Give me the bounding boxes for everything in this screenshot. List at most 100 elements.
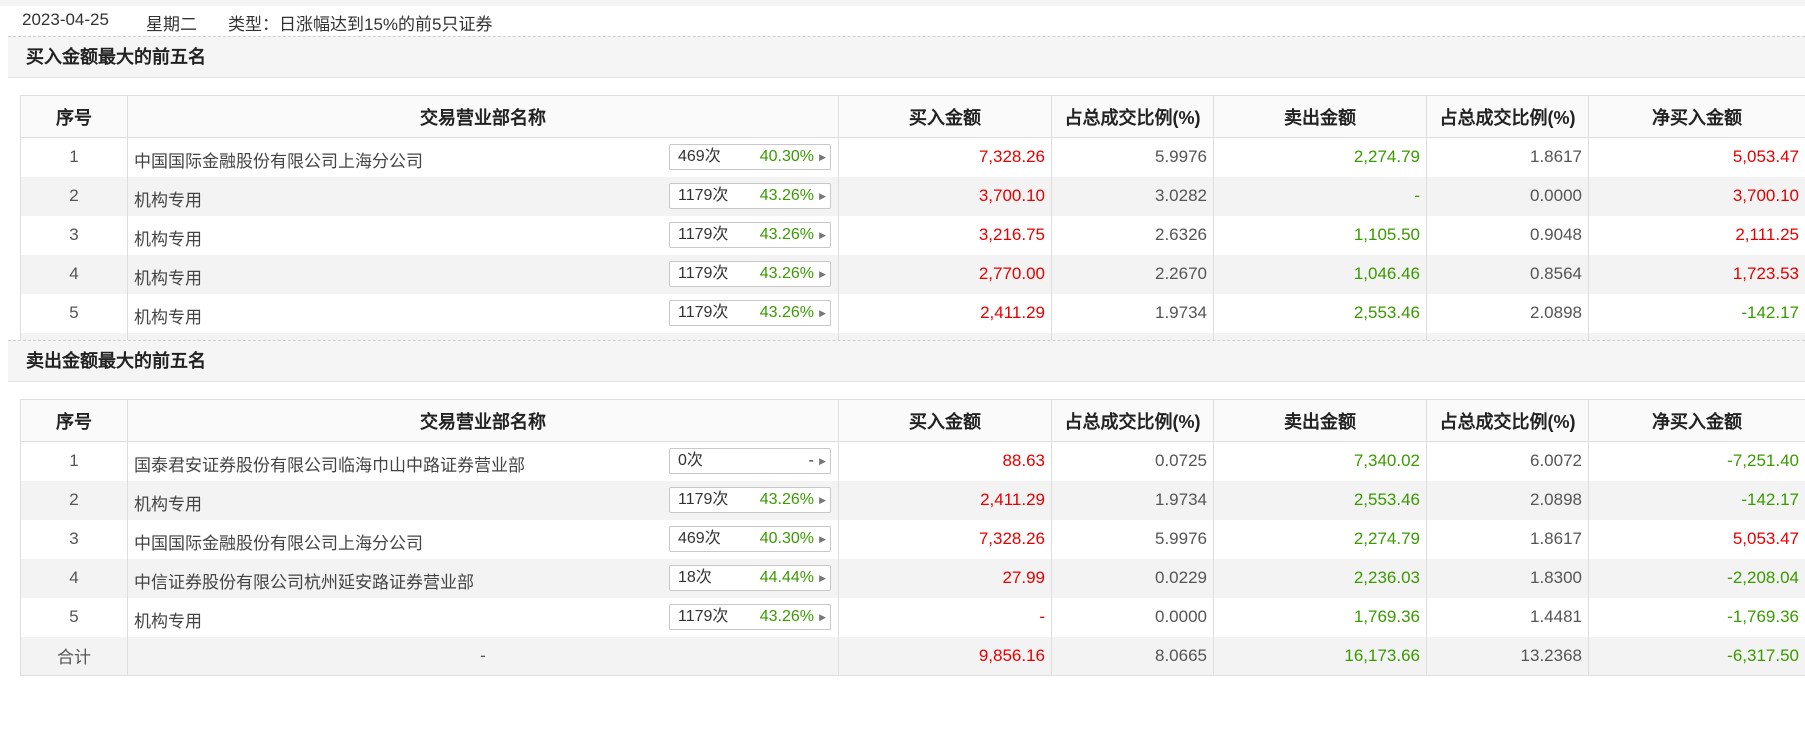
- net-buy-amount: -2,208.04: [1588, 558, 1805, 598]
- row-index: 2: [20, 480, 128, 520]
- buy-ratio: 5.9976: [1051, 137, 1214, 177]
- row-index: 5: [20, 597, 128, 637]
- sell-ratio: 0.9048: [1426, 215, 1589, 255]
- branch-cell: 机构专用 1179次 43.26% ▶: [127, 215, 839, 255]
- branch-stats-badge[interactable]: 469次 40.30% ▶: [669, 525, 831, 552]
- win-rate: 43.26%: [759, 303, 814, 321]
- branch-stats-badge[interactable]: 1179次 43.26% ▶: [669, 603, 831, 630]
- table-header-row: 序号 交易营业部名称 买入金额 占总成交比例(%) 卖出金额 占总成交比例(%) 净买入金额: [20, 399, 1805, 442]
- total-buy-amount: 9,856.16: [838, 636, 1052, 676]
- row-index: 3: [20, 215, 128, 255]
- caret-right-icon: ▶: [819, 611, 826, 622]
- sell-ratio: 2.0898: [1426, 480, 1589, 520]
- table-row: 4 机构专用 1179次 43.26% ▶ 2,770.00 2.2670 1,046.46 0…: [20, 254, 1805, 294]
- buy-amount: 27.99: [838, 558, 1052, 598]
- column-header: 占总成交比例(%): [1426, 399, 1589, 442]
- buy-ratio: 1.9734: [1051, 480, 1214, 520]
- branch-name-link[interactable]: 机构专用: [134, 229, 202, 249]
- branch-cell: 机构专用 1179次 43.26% ▶: [127, 293, 839, 333]
- sell-amount: 1,769.36: [1213, 597, 1427, 637]
- column-header: 交易营业部名称: [127, 95, 839, 138]
- sell-top5-table: 序号 交易营业部名称 买入金额 占总成交比例(%) 卖出金额 占总成交比例(%) 净买入金额…: [20, 399, 1805, 676]
- column-header: 占总成交比例(%): [1426, 95, 1589, 138]
- buy-section-title: 买入金额最大的前五名: [8, 36, 1805, 78]
- branch-stats-badge[interactable]: 0次 - ▶: [669, 448, 831, 474]
- total-row: 合计 -9,856.16 8.0665 16,173.66 13.2368 -6,317.…: [20, 636, 1805, 676]
- sell-ratio: 2.0898: [1426, 293, 1589, 333]
- win-rate: 43.26%: [759, 607, 814, 625]
- trade-count: 1179次: [678, 607, 729, 625]
- table-row: 4 中信证券股份有限公司杭州延安路证券营业部 18次 44.44% ▶ 27.99 0.02…: [20, 558, 1805, 598]
- sell-amount: 1,105.50: [1213, 215, 1427, 255]
- sell-amount: 2,236.03: [1213, 558, 1427, 598]
- column-header: 占总成交比例(%): [1051, 95, 1214, 138]
- net-buy-amount: -1,769.36: [1588, 597, 1805, 637]
- sell-ratio: 1.8300: [1426, 558, 1589, 598]
- buy-ratio: 2.2670: [1051, 254, 1214, 294]
- caret-right-icon: ▶: [819, 268, 826, 279]
- branch-name-link[interactable]: 机构专用: [134, 307, 202, 327]
- total-label: 合计: [20, 636, 128, 676]
- branch-stats-badge[interactable]: 1179次 43.26% ▶: [669, 182, 831, 209]
- weekday: 星期二: [146, 15, 197, 34]
- table-row: 5 机构专用 1179次 43.26% ▶ 2,411.29 1.9734 2,553.46 2…: [20, 293, 1805, 333]
- sell-ratio: 1.4481: [1426, 597, 1589, 637]
- caret-right-icon: ▶: [819, 307, 826, 318]
- branch-name-link[interactable]: 中信证券股份有限公司杭州延安路证券营业部: [134, 572, 474, 592]
- branch-name-link[interactable]: 中国国际金融股份有限公司上海分公司: [134, 533, 423, 553]
- table-row: 3 中国国际金融股份有限公司上海分公司 469次 40.30% ▶ 7,328.26 5.9…: [20, 519, 1805, 559]
- branch-cell: 中国国际金融股份有限公司上海分公司 469次 40.30% ▶: [127, 519, 839, 559]
- column-header: 占总成交比例(%): [1051, 399, 1214, 442]
- buy-ratio: 0.0000: [1051, 597, 1214, 637]
- branch-stats-badge[interactable]: 469次 40.30% ▶: [669, 144, 831, 170]
- caret-right-icon: ▶: [819, 572, 826, 583]
- branch-cell: 中国国际金融股份有限公司上海分公司 469次 40.30% ▶: [127, 137, 839, 177]
- branch-stats-badge[interactable]: 18次 44.44% ▶: [669, 564, 831, 591]
- trade-count: 1179次: [678, 303, 729, 321]
- sell-amount: 2,553.46: [1213, 293, 1427, 333]
- branch-name-link[interactable]: 机构专用: [134, 190, 202, 210]
- buy-ratio: 0.0725: [1051, 441, 1214, 481]
- buy-amount: 2,770.00: [838, 254, 1052, 294]
- net-buy-amount: -7,251.40: [1588, 441, 1805, 481]
- branch-cell: 机构专用 1179次 43.26% ▶: [127, 176, 839, 216]
- column-header: 交易营业部名称: [127, 399, 839, 442]
- sell-ratio: 6.0072: [1426, 441, 1589, 481]
- table-row: 2 机构专用 1179次 43.26% ▶ 3,700.10 3.0282-0.0000 3,…: [20, 176, 1805, 216]
- win-rate: 44.44%: [759, 568, 814, 586]
- column-header: 卖出金额: [1213, 95, 1427, 138]
- caret-right-icon: ▶: [819, 229, 826, 240]
- column-header: 买入金额: [838, 95, 1052, 138]
- branch-name-link[interactable]: 机构专用: [134, 494, 202, 514]
- branch-cell: 机构专用 1179次 43.26% ▶: [127, 480, 839, 520]
- buy-amount: 88.63: [838, 441, 1052, 481]
- branch-name-link[interactable]: 国泰君安证券股份有限公司临海巾山中路证券营业部: [134, 456, 525, 475]
- buy-amount: 2,411.29: [838, 480, 1052, 520]
- win-rate: 43.26%: [759, 264, 814, 282]
- buy-ratio: 0.0229: [1051, 558, 1214, 598]
- branch-name-link[interactable]: 机构专用: [134, 611, 202, 631]
- sell-section-title: 卖出金额最大的前五名: [8, 340, 1805, 382]
- branch-stats-badge[interactable]: 1179次 43.26% ▶: [669, 260, 831, 287]
- caret-right-icon: ▶: [819, 152, 826, 162]
- branch-name-link[interactable]: 中国国际金融股份有限公司上海分公司: [134, 152, 423, 171]
- win-rate: 40.30%: [759, 529, 814, 547]
- branch-cell: 国泰君安证券股份有限公司临海巾山中路证券营业部 0次 - ▶: [127, 441, 839, 481]
- branch-stats-badge[interactable]: 1179次 43.26% ▶: [669, 221, 831, 248]
- sell-ratio: 1.8617: [1426, 519, 1589, 559]
- branch-stats-badge[interactable]: 1179次 43.26% ▶: [669, 299, 831, 326]
- row-index: 5: [20, 293, 128, 333]
- buy-amount: 2,411.29: [838, 293, 1052, 333]
- caret-right-icon: ▶: [819, 494, 826, 505]
- caret-right-icon: ▶: [819, 190, 826, 201]
- branch-name-link[interactable]: 机构专用: [134, 268, 202, 288]
- trade-date: 2023-04-25: [22, 10, 109, 29]
- row-index: 2: [20, 176, 128, 216]
- net-buy-amount: 3,700.10: [1588, 176, 1805, 216]
- branch-cell: 机构专用 1179次 43.26% ▶: [127, 254, 839, 294]
- branch-stats-badge[interactable]: 1179次 43.26% ▶: [669, 486, 831, 513]
- table-row: 1 国泰君安证券股份有限公司临海巾山中路证券营业部 0次 - ▶ 88.63 0.0725 7…: [20, 441, 1805, 481]
- row-index: 1: [20, 441, 128, 481]
- sell-amount: 2,274.79: [1213, 519, 1427, 559]
- buy-ratio: 2.6326: [1051, 215, 1214, 255]
